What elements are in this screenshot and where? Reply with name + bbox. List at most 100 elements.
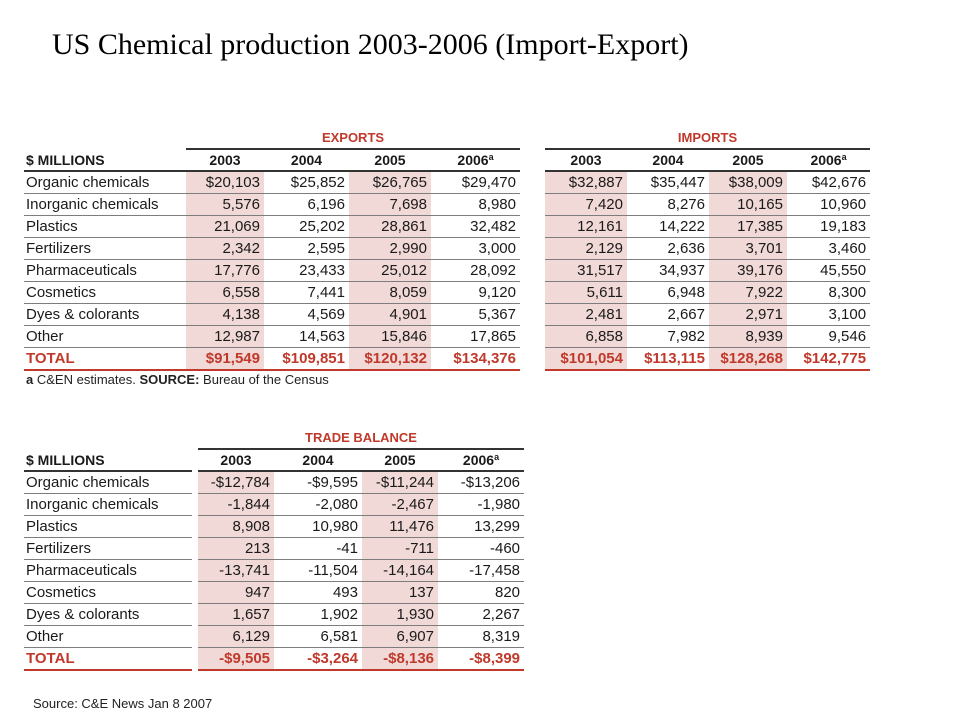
total-cell: -$9,505 — [198, 647, 274, 671]
table-cell: -17,458 — [438, 559, 525, 582]
total-cell: $128,268 — [709, 347, 787, 371]
imports-year-header-estimate: 2006a — [787, 148, 871, 172]
table-cell: 13,299 — [438, 515, 525, 538]
table-row: Dyes & colorants 4,138 4,569 4,901 5,367 — [24, 303, 520, 326]
table-cell: 8,939 — [709, 325, 787, 348]
table-row: Plastics 8,908 10,980 11,476 13,299 — [24, 515, 525, 538]
table-cell: 2,129 — [545, 237, 627, 260]
table-cell: 15,846 — [349, 325, 431, 348]
estimate-marker: a — [841, 152, 847, 162]
trade-balance-table: TRADE BALANCE $ MILLIONS 2003 2004 2005 … — [24, 428, 525, 671]
table-cell: 2,342 — [186, 237, 264, 260]
estimate-marker: a — [494, 452, 500, 462]
total-cell: -$8,136 — [362, 647, 438, 671]
imports-body: $32,887 $35,447 $38,009 $42,676 7,420 8,276 1… — [545, 171, 871, 371]
table-row: Other 6,129 6,581 6,907 8,319 — [24, 625, 525, 648]
table-row: Cosmetics 6,558 7,441 8,059 9,120 — [24, 281, 520, 304]
table-cell: 5,367 — [431, 303, 520, 326]
table-cell: 3,100 — [787, 303, 871, 326]
table-cell: 25,012 — [349, 259, 431, 282]
estimate-marker: a — [488, 152, 494, 162]
table-cell: -460 — [438, 537, 525, 560]
table-cell: -1,844 — [198, 493, 274, 516]
total-cell: $142,775 — [787, 347, 871, 371]
table-cell: 12,987 — [186, 325, 264, 348]
table-cell: 2,636 — [627, 237, 709, 260]
row-label: Cosmetics — [24, 281, 186, 304]
exports-caption-spacer — [24, 128, 186, 149]
table-row: Pharmaceuticals 17,776 23,433 25,012 28,092 — [24, 259, 520, 282]
imports-year-header: 2003 — [545, 148, 627, 172]
total-label: TOTAL — [24, 647, 192, 671]
table-cell: 17,865 — [431, 325, 520, 348]
table-cell: -$13,206 — [438, 471, 525, 494]
row-label: Inorganic chemicals — [24, 493, 192, 516]
slide-source: Source: C&E News Jan 8 2007 — [33, 696, 213, 711]
year-text: 2006 — [810, 152, 842, 168]
table-cell: 9,546 — [787, 325, 871, 348]
table-cell: 5,576 — [186, 193, 264, 216]
balance-caption: TRADE BALANCE — [305, 430, 417, 445]
row-label: Plastics — [24, 215, 186, 238]
table-cell: 7,441 — [264, 281, 349, 304]
table-cell: 14,222 — [627, 215, 709, 238]
table-cell: $38,009 — [709, 171, 787, 194]
footnote-source-label: SOURCE: — [139, 372, 200, 387]
table-cell: 2,667 — [627, 303, 709, 326]
table-cell: 25,202 — [264, 215, 349, 238]
table-cell: 7,982 — [627, 325, 709, 348]
table-cell: 12,161 — [545, 215, 627, 238]
table-cell: 947 — [198, 581, 274, 604]
year-text: 2006 — [462, 452, 495, 468]
table-row: $32,887 $35,447 $38,009 $42,676 — [545, 171, 871, 194]
table-cell: $32,887 — [545, 171, 627, 194]
table-cell: 2,971 — [709, 303, 787, 326]
table-cell: 8,059 — [349, 281, 431, 304]
balance-year-header: 2004 — [274, 448, 362, 472]
exports-year-header: 2005 — [349, 148, 431, 172]
imports-year-header: 2005 — [709, 148, 787, 172]
total-cell: $113,115 — [627, 347, 709, 371]
table-cell: 32,482 — [431, 215, 520, 238]
table-cell: 6,196 — [264, 193, 349, 216]
table-row: Fertilizers 2,342 2,595 2,990 3,000 — [24, 237, 520, 260]
balance-year-header-estimate: 2006a — [438, 448, 525, 472]
row-label: Pharmaceuticals — [24, 259, 186, 282]
table-cell: 8,276 — [627, 193, 709, 216]
table-cell: 3,701 — [709, 237, 787, 260]
table-cell: $35,447 — [627, 171, 709, 194]
imports-caption: IMPORTS — [677, 130, 738, 145]
row-label: Plastics — [24, 515, 192, 538]
table-cell: 2,595 — [264, 237, 349, 260]
table-cell: 23,433 — [264, 259, 349, 282]
table-cell: 4,138 — [186, 303, 264, 326]
row-label: Organic chemicals — [24, 171, 186, 194]
table-cell: $29,470 — [431, 171, 520, 194]
table-row: Cosmetics 947 493 137 820 — [24, 581, 525, 604]
table-cell: $25,852 — [264, 171, 349, 194]
table-cell: 1,902 — [274, 603, 362, 626]
row-label: Pharmaceuticals — [24, 559, 192, 582]
table-cell: 11,476 — [362, 515, 438, 538]
table-cell: 3,000 — [431, 237, 520, 260]
table-cell: -11,504 — [274, 559, 362, 582]
table-cell: -13,741 — [198, 559, 274, 582]
table-cell: 6,581 — [274, 625, 362, 648]
total-label: TOTAL — [24, 347, 186, 371]
table-row: 31,517 34,937 39,176 45,550 — [545, 259, 871, 282]
table-cell: 4,569 — [264, 303, 349, 326]
footnote-source-text: Bureau of the Census — [203, 372, 329, 387]
table-cell: $26,765 — [349, 171, 431, 194]
footnote-text: C&EN estimates. — [36, 372, 136, 387]
table-cell: 8,980 — [431, 193, 520, 216]
table-cell: 17,385 — [709, 215, 787, 238]
table-cell: 21,069 — [186, 215, 264, 238]
table-cell: 137 — [362, 581, 438, 604]
table-cell: 2,481 — [545, 303, 627, 326]
table-row: Inorganic chemicals -1,844 -2,080 -2,467 -1,… — [24, 493, 525, 516]
exports-year-header: 2004 — [264, 148, 349, 172]
table-cell: 2,990 — [349, 237, 431, 260]
table-cell: 17,776 — [186, 259, 264, 282]
balance-year-header: 2005 — [362, 448, 438, 472]
table-cell: $42,676 — [787, 171, 871, 194]
